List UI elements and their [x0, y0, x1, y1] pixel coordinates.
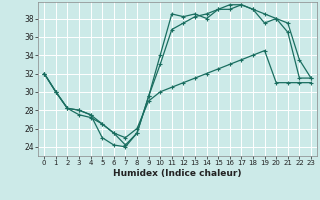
X-axis label: Humidex (Indice chaleur): Humidex (Indice chaleur): [113, 169, 242, 178]
